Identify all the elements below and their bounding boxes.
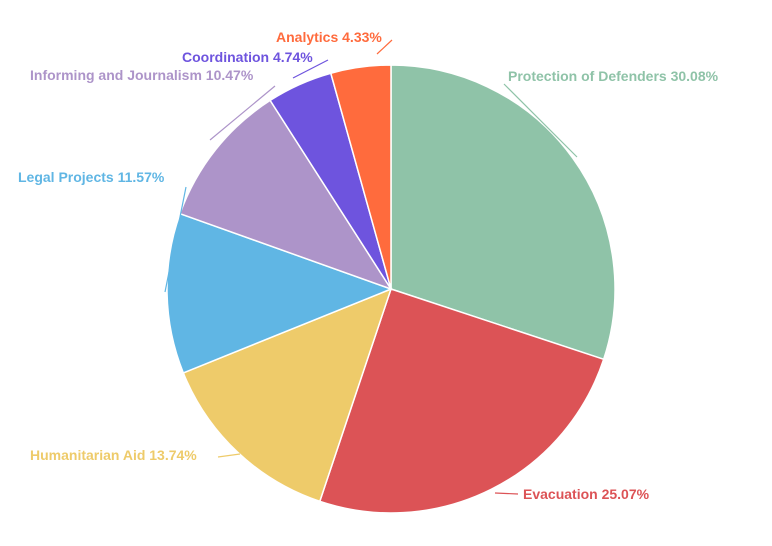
labels-layer: Protection of Defenders 30.08% Evacuation… bbox=[18, 29, 719, 502]
slice-label-legal-projects: Legal Projects 11.57% bbox=[18, 169, 165, 185]
slice-label-coordination: Coordination 4.74% bbox=[182, 49, 313, 65]
pie-slice-evacuation[interactable] bbox=[318, 288, 605, 514]
leader-line-humanitarian-aid bbox=[217, 453, 241, 458]
pie-slice-informing-and-journalism[interactable] bbox=[179, 99, 393, 291]
pie-slice-humanitarian-aid[interactable] bbox=[182, 287, 393, 503]
slice-label-humanitarian-aid: Humanitarian Aid 13.74% bbox=[30, 447, 197, 463]
leader-line-evacuation bbox=[494, 492, 519, 495]
leader-line-informing-and-journalism bbox=[209, 85, 276, 141]
leader-line-coordination bbox=[292, 59, 329, 79]
slices-layer bbox=[166, 64, 616, 514]
slice-label-informing-and-journalism: Informing and Journalism 10.47% bbox=[30, 67, 254, 83]
slice-label-protection-of-defenders: Protection of Defenders 30.08% bbox=[508, 68, 719, 84]
slice-label-analytics: Analytics 4.33% bbox=[276, 29, 382, 45]
leader-line-analytics bbox=[376, 39, 393, 55]
leader-lines-layer bbox=[164, 39, 578, 495]
leader-line-legal-projects bbox=[164, 186, 187, 293]
pie-slice-protection-of-defenders[interactable] bbox=[390, 64, 616, 361]
leader-line-protection-of-defenders bbox=[503, 83, 578, 158]
slice-label-evacuation: Evacuation 25.07% bbox=[523, 486, 650, 502]
pie-slice-analytics[interactable] bbox=[329, 64, 392, 290]
pie-slice-legal-projects[interactable] bbox=[166, 212, 394, 374]
